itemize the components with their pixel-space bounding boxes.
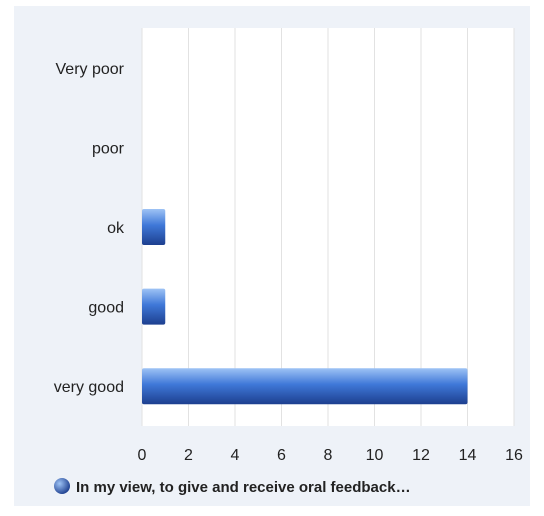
x-tick-label: 10 [366, 447, 384, 464]
bar [142, 368, 468, 405]
x-tick-labels: 0 2 4 6 8 10 12 14 16 [138, 447, 523, 464]
legend: In my view, to give and receive oral fee… [54, 478, 411, 496]
category-label: good [88, 300, 124, 317]
chart-container: Very poor poor ok good very good 0 2 4 6 8 10 12 14… [14, 6, 530, 506]
category-label: poor [92, 140, 125, 157]
bar-chart: Very poor poor ok good very good 0 2 4 6 8 10 12 14… [54, 28, 523, 496]
x-tick-label: 4 [231, 447, 240, 464]
x-tick-label: 12 [412, 447, 430, 464]
x-tick-label: 0 [138, 447, 147, 464]
x-tick-label: 16 [505, 447, 523, 464]
category-label: ok [107, 220, 125, 237]
legend-marker-icon [54, 478, 70, 494]
category-label: very good [54, 379, 124, 396]
x-tick-label: 2 [184, 447, 193, 464]
bar [142, 288, 166, 325]
category-labels: Very poor poor ok good very good [54, 61, 125, 396]
gridlines [141, 28, 515, 426]
bars [142, 209, 468, 405]
x-tick-label: 8 [324, 447, 333, 464]
category-label: Very poor [56, 61, 125, 78]
bar [142, 209, 166, 245]
x-tick-label: 14 [459, 447, 477, 464]
legend-label: In my view, to give and receive oral fee… [76, 479, 411, 496]
x-tick-label: 6 [277, 447, 286, 464]
